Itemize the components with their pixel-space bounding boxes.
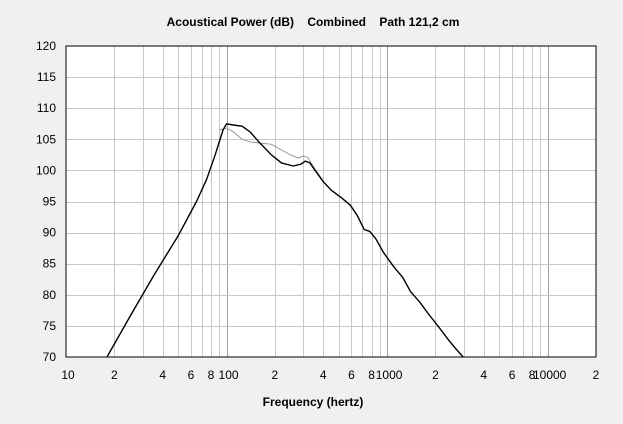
x-tick-label: 10 (61, 368, 75, 382)
x-tick-label: 2 (111, 368, 118, 382)
x-tick-label: 4 (320, 368, 327, 382)
x-tick-label: 10000 (533, 368, 567, 382)
x-tick-label: 6 (509, 368, 516, 382)
y-tick-label: 95 (43, 195, 57, 209)
x-tick-label: 2 (593, 368, 600, 382)
y-tick-label: 110 (37, 101, 56, 115)
x-tick-label: 1000 (376, 368, 403, 382)
series-line-main (106, 123, 465, 357)
y-tick-label: 100 (36, 163, 56, 177)
y-tick-label: 105 (36, 132, 56, 146)
x-tick-label: 4 (480, 368, 487, 382)
x-tick-label: 2 (432, 368, 439, 382)
x-tick-label: 2 (272, 368, 279, 382)
y-tick-label: 75 (43, 319, 57, 333)
x-tick-label: 8 (368, 368, 375, 382)
y-tick-label: 70 (43, 350, 57, 364)
grid (66, 46, 596, 357)
y-tick-label: 80 (43, 288, 57, 302)
x-axis-label: Frequency (hertz) (263, 395, 364, 409)
y-tick-label: 85 (43, 257, 57, 271)
chart-title: Acoustical Power (dB) Combined Path 121,… (167, 15, 460, 29)
x-tick-label: 6 (348, 368, 355, 382)
x-tick-label: 4 (159, 368, 166, 382)
plot-area (65, 45, 597, 358)
y-tick-label: 120 (36, 39, 56, 53)
x-tick-label: 6 (188, 368, 195, 382)
y-tick-label: 115 (37, 70, 56, 84)
series-line-secondary (219, 127, 324, 182)
y-tick-label: 90 (43, 226, 57, 240)
x-tick-label: 8 (529, 368, 536, 382)
plot-frame (65, 45, 597, 358)
series-layer (106, 123, 465, 357)
y-axis-ticks: 70 75 80 85 90 95 100 105 110 115 120 (36, 39, 56, 364)
x-tick-label: 8 (208, 368, 215, 382)
x-tick-label: 100 (219, 368, 239, 382)
